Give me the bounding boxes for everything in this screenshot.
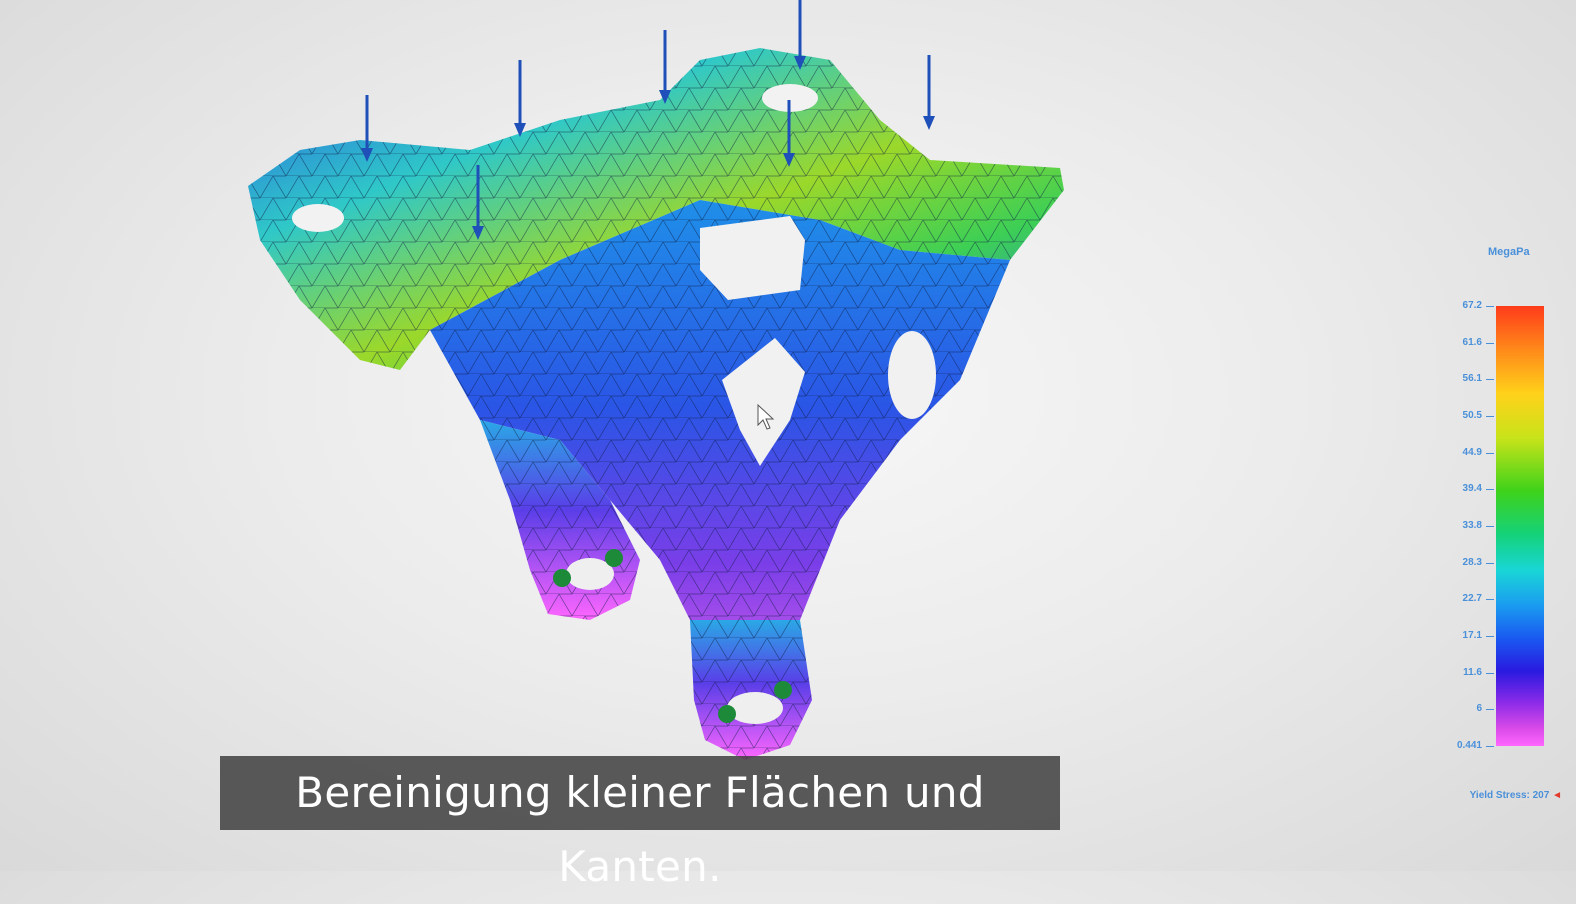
bottom-lug	[690, 620, 812, 760]
video-subtitle: Bereinigung kleiner Flächen und Kanten.	[220, 756, 1060, 891]
legend-tick-mark	[1486, 489, 1494, 491]
fixed-support-marker	[718, 705, 736, 723]
legend-tick-label: 61.6	[1462, 336, 1482, 348]
legend-tick-mark	[1486, 709, 1494, 711]
legend-tick-mark	[1486, 306, 1494, 307]
load-arrows	[361, 0, 935, 240]
legend-tick-mark	[1486, 452, 1494, 454]
legend-tick-mark	[1486, 562, 1494, 564]
fixed-support-marker	[774, 681, 792, 699]
legend-tick-label: 11.6	[1463, 666, 1482, 678]
mounting-hole	[292, 204, 344, 232]
legend-tick-label: 39.4	[1462, 483, 1482, 495]
legend-tick-mark	[1486, 672, 1494, 674]
fixed-support-marker	[605, 549, 623, 567]
legend-tick-label: 6	[1476, 703, 1482, 715]
legend-tick-label: 33.8	[1462, 520, 1482, 531]
mouse-cursor-icon	[757, 403, 775, 430]
legend-tick-mark	[1486, 746, 1494, 747]
legend-tick-label: 56.1	[1462, 373, 1482, 385]
cutout	[722, 338, 805, 466]
legend-tick-mark	[1486, 526, 1494, 527]
legend-tick-mark	[1486, 416, 1494, 417]
mounting-hole	[762, 84, 818, 112]
yield-stress-label: Yield Stress: 207 ◄	[1469, 790, 1562, 801]
yield-arrow-icon: ◄	[1552, 790, 1562, 801]
legend-tick-mark	[1486, 599, 1494, 601]
bracket-body	[430, 200, 1010, 720]
fixed-support-marker	[553, 569, 571, 587]
left-lug	[480, 420, 640, 620]
3d-viewport[interactable]	[0, 0, 1576, 871]
stress-color-scale	[1496, 306, 1544, 746]
stress-mesh-model[interactable]	[0, 0, 1576, 871]
legend-tick-label: 67.2	[1462, 300, 1482, 311]
legend-tick-mark	[1486, 379, 1494, 381]
legend-tick-label: 17.1	[1462, 630, 1482, 641]
legend-tick-mark	[1486, 342, 1494, 344]
cutout	[700, 216, 805, 300]
legend-tick-label: 22.7	[1462, 593, 1482, 605]
legend-tick-label: 44.9	[1462, 446, 1482, 458]
legend-tick-label: 50.5	[1462, 410, 1482, 421]
top-plate	[248, 48, 1064, 370]
cutout	[888, 331, 936, 419]
legend-tick-label: 28.3	[1462, 556, 1482, 568]
legend-unit-label: MegaPa	[1488, 246, 1530, 258]
legend-tick-mark	[1486, 636, 1494, 637]
legend-tick-label: 0.441	[1456, 740, 1482, 751]
